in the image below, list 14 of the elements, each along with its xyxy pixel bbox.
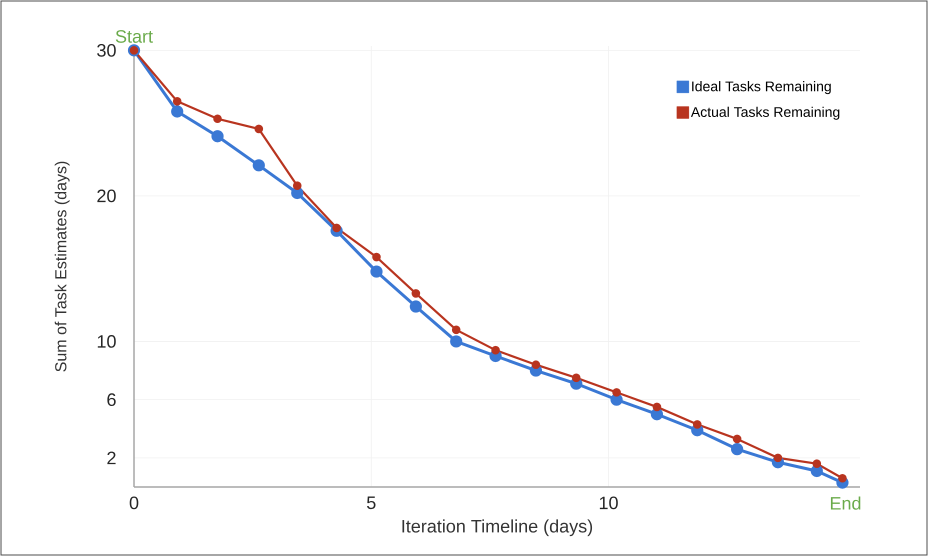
y-tick-label: 30 <box>97 44 116 57</box>
y-axis-title: Sum of Task Estimates (days) <box>54 162 70 372</box>
text: End <box>830 496 860 510</box>
legend-label: Ideal Tasks Remaining <box>692 81 831 94</box>
legend-label: Actual Tasks Remaining <box>690 106 840 120</box>
y-tick-label: 20 <box>97 190 116 202</box>
annotation: Start <box>116 30 153 43</box>
y-tick-label: 10 <box>98 335 116 348</box>
y-tick-label: 2 <box>107 452 116 464</box>
x-axis-title: Iteration Timeline (days) <box>402 519 592 536</box>
x-tick-label: 0 <box>130 496 138 510</box>
x-tick-label: 10 <box>600 496 618 510</box>
y-tick-label: 6 <box>107 393 116 406</box>
x-tick-label: 5 <box>366 496 376 510</box>
